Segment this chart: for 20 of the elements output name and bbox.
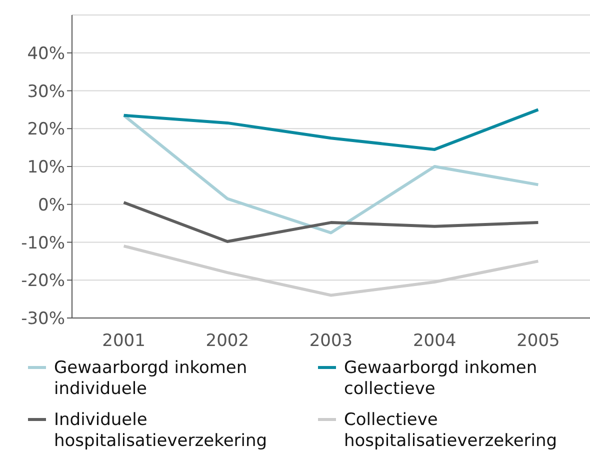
legend-label: Gewaarborgd inkomen collectieve — [344, 358, 538, 400]
x-tick-label: 2004 — [412, 331, 456, 352]
line-series — [122, 114, 540, 234]
x-tick-label: 2005 — [516, 331, 560, 352]
line-series — [122, 200, 540, 243]
line-series — [122, 108, 540, 151]
y-tick-label: 0% — [38, 195, 65, 216]
legend-label: Gewaarborgd inkomen individuele — [54, 358, 248, 400]
x-tick-label: 2002 — [206, 331, 250, 352]
x-tick-label: 2001 — [102, 331, 146, 352]
y-tick-label: 30% — [27, 82, 65, 102]
legend-label: Individuele hospitalisatieverzekering — [54, 410, 268, 452]
y-tick-label: 10% — [27, 158, 65, 178]
y-tick-label: -20% — [21, 271, 65, 292]
y-tick-label: 40% — [27, 44, 65, 64]
y-tick-label: -10% — [21, 233, 65, 254]
legend-label: Collectieve hospitalisatieverzekering — [344, 410, 558, 452]
y-tick-label: -30% — [21, 309, 65, 330]
y-tick-label: 20% — [27, 120, 65, 140]
x-tick-label: 2003 — [309, 331, 353, 352]
